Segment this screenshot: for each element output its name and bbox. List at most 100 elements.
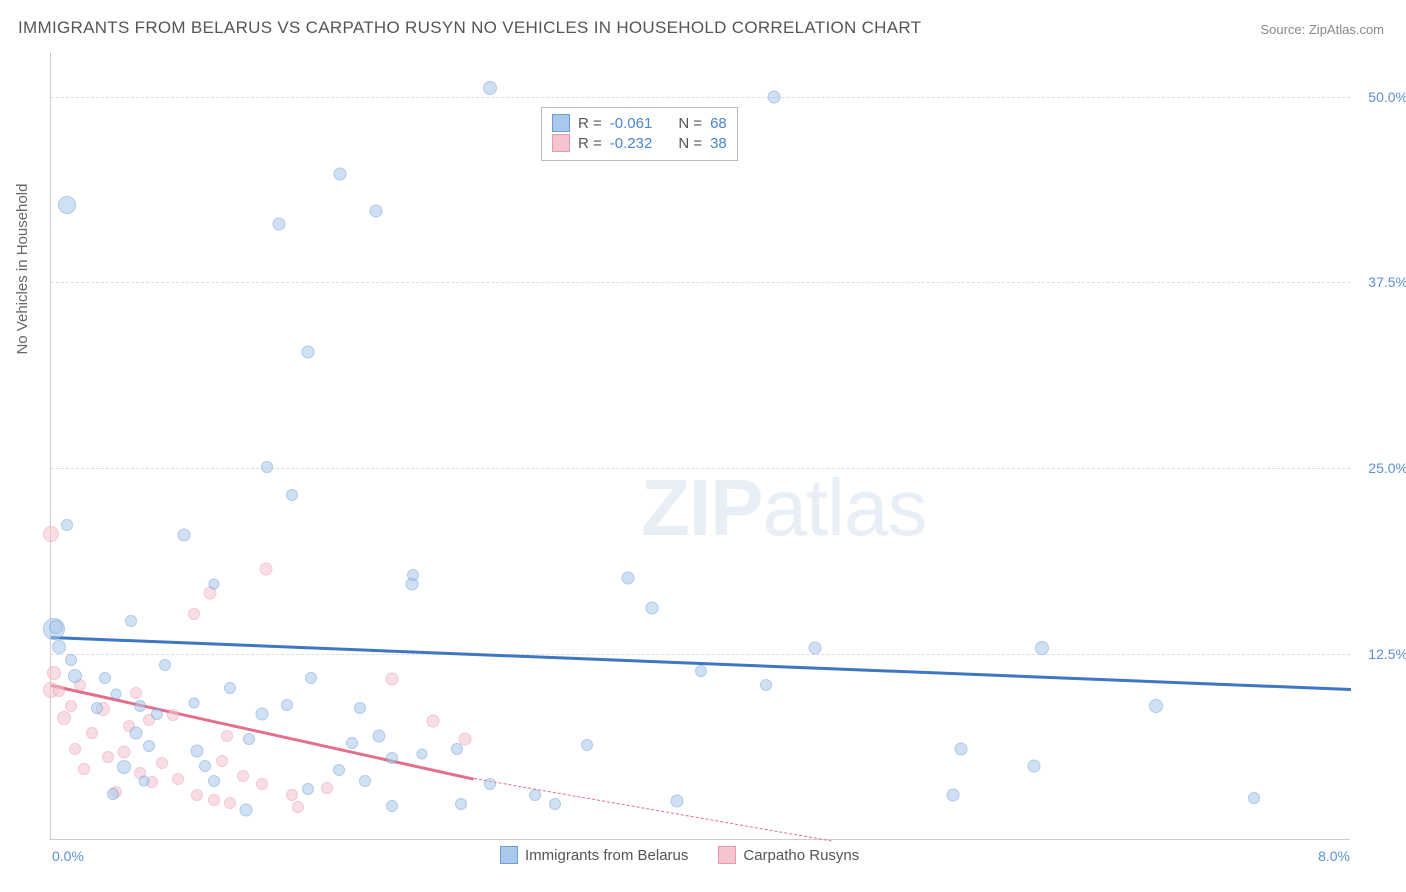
scatter-point-blue bbox=[256, 707, 269, 720]
scatter-point-blue bbox=[49, 620, 63, 634]
scatter-point-blue bbox=[455, 798, 467, 810]
scatter-point-blue bbox=[189, 698, 200, 709]
scatter-point-blue bbox=[1028, 759, 1041, 772]
stats-legend-box: R = -0.061 N = 68 R = -0.232 N = 38 bbox=[541, 107, 738, 161]
n-label: N = bbox=[678, 135, 702, 152]
legend-label-pink: Carpatho Rusyns bbox=[743, 847, 859, 864]
stats-row-pink: R = -0.232 N = 38 bbox=[552, 134, 727, 152]
scatter-point-blue bbox=[138, 775, 149, 786]
scatter-point-blue bbox=[1248, 792, 1260, 804]
scatter-point-blue bbox=[346, 737, 358, 749]
scatter-point-blue bbox=[768, 90, 781, 103]
stats-row-blue: R = -0.061 N = 68 bbox=[552, 114, 727, 132]
scatter-point-blue bbox=[272, 218, 285, 231]
scatter-point-blue bbox=[261, 461, 273, 473]
scatter-point-blue bbox=[208, 775, 220, 787]
scatter-point-blue bbox=[407, 569, 419, 581]
scatter-point-pink bbox=[459, 732, 472, 745]
scatter-point-pink bbox=[102, 751, 114, 763]
legend-swatch-blue-icon bbox=[500, 846, 518, 864]
scatter-point-pink bbox=[386, 673, 399, 686]
scatter-point-blue bbox=[451, 743, 463, 755]
scatter-point-blue bbox=[529, 789, 541, 801]
scatter-point-pink bbox=[191, 789, 203, 801]
bottom-legend: Immigrants from Belarus Carpatho Rusyns bbox=[500, 846, 859, 864]
scatter-point-blue bbox=[224, 682, 236, 694]
scatter-point-pink bbox=[256, 778, 268, 790]
gridline bbox=[51, 282, 1350, 283]
legend-swatch-pink-icon bbox=[718, 846, 736, 864]
plot-area: ZIPatlas R = -0.061 N = 68 R = -0.232 N … bbox=[50, 52, 1350, 840]
scatter-point-blue bbox=[159, 659, 171, 671]
scatter-point-blue bbox=[760, 679, 772, 691]
y-tick-label: 12.5% bbox=[1368, 646, 1406, 662]
scatter-point-blue bbox=[305, 672, 317, 684]
scatter-point-blue bbox=[549, 798, 561, 810]
scatter-point-pink bbox=[43, 526, 59, 542]
scatter-point-blue bbox=[581, 739, 593, 751]
scatter-point-blue bbox=[416, 748, 427, 759]
scatter-point-blue bbox=[178, 529, 191, 542]
scatter-point-pink bbox=[86, 727, 98, 739]
scatter-point-blue bbox=[386, 752, 398, 764]
scatter-point-blue bbox=[111, 689, 122, 700]
scatter-point-blue bbox=[243, 733, 255, 745]
scatter-point-pink bbox=[188, 608, 200, 620]
scatter-point-blue bbox=[302, 783, 314, 795]
scatter-point-blue bbox=[99, 672, 111, 684]
scatter-point-blue bbox=[386, 800, 398, 812]
trendline-dashed bbox=[473, 778, 831, 841]
scatter-point-blue bbox=[333, 764, 345, 776]
scatter-point-blue bbox=[483, 81, 497, 95]
scatter-point-blue bbox=[946, 789, 959, 802]
scatter-point-pink bbox=[172, 773, 184, 785]
watermark-bold: ZIP bbox=[641, 463, 762, 552]
watermark-light: atlas bbox=[762, 463, 926, 552]
scatter-point-blue bbox=[107, 788, 119, 800]
r-label: R = bbox=[578, 135, 602, 152]
scatter-point-pink bbox=[53, 685, 65, 697]
scatter-point-blue bbox=[370, 205, 383, 218]
scatter-point-pink bbox=[130, 687, 142, 699]
scatter-point-blue bbox=[955, 743, 968, 756]
scatter-point-pink bbox=[69, 743, 81, 755]
scatter-point-blue bbox=[373, 729, 386, 742]
scatter-point-pink bbox=[426, 715, 439, 728]
scatter-point-blue bbox=[808, 642, 821, 655]
scatter-point-blue bbox=[143, 740, 155, 752]
scatter-point-blue bbox=[52, 640, 66, 654]
scatter-point-blue bbox=[286, 489, 298, 501]
scatter-point-blue bbox=[359, 775, 371, 787]
scatter-point-pink bbox=[208, 794, 220, 806]
scatter-point-blue bbox=[240, 804, 253, 817]
x-axis-left-label: 0.0% bbox=[52, 848, 84, 864]
scatter-point-blue bbox=[354, 702, 366, 714]
scatter-point-pink bbox=[286, 789, 298, 801]
scatter-point-pink bbox=[221, 730, 233, 742]
swatch-blue-icon bbox=[552, 114, 570, 132]
scatter-point-blue bbox=[65, 654, 77, 666]
y-tick-label: 50.0% bbox=[1368, 89, 1406, 105]
scatter-point-pink bbox=[156, 757, 168, 769]
r-value-blue: -0.061 bbox=[610, 115, 653, 132]
scatter-point-pink bbox=[321, 782, 333, 794]
scatter-point-blue bbox=[125, 615, 137, 627]
scatter-point-blue bbox=[134, 700, 146, 712]
scatter-point-blue bbox=[484, 778, 496, 790]
scatter-point-blue bbox=[1035, 641, 1049, 655]
gridline bbox=[51, 97, 1350, 98]
scatter-point-blue bbox=[1149, 699, 1163, 713]
scatter-point-blue bbox=[281, 699, 293, 711]
scatter-point-blue bbox=[199, 760, 211, 772]
scatter-point-blue bbox=[695, 665, 707, 677]
y-tick-label: 25.0% bbox=[1368, 460, 1406, 476]
scatter-point-blue bbox=[129, 726, 142, 739]
n-label: N = bbox=[678, 115, 702, 132]
y-axis-title: No Vehicles in Household bbox=[14, 184, 31, 355]
chart-title: IMMIGRANTS FROM BELARUS VS CARPATHO RUSY… bbox=[18, 18, 921, 38]
scatter-point-blue bbox=[670, 795, 683, 808]
gridline bbox=[51, 654, 1350, 655]
scatter-point-pink bbox=[47, 666, 61, 680]
source-label: Source: ZipAtlas.com bbox=[1260, 22, 1384, 37]
legend-item-blue: Immigrants from Belarus bbox=[500, 846, 688, 864]
